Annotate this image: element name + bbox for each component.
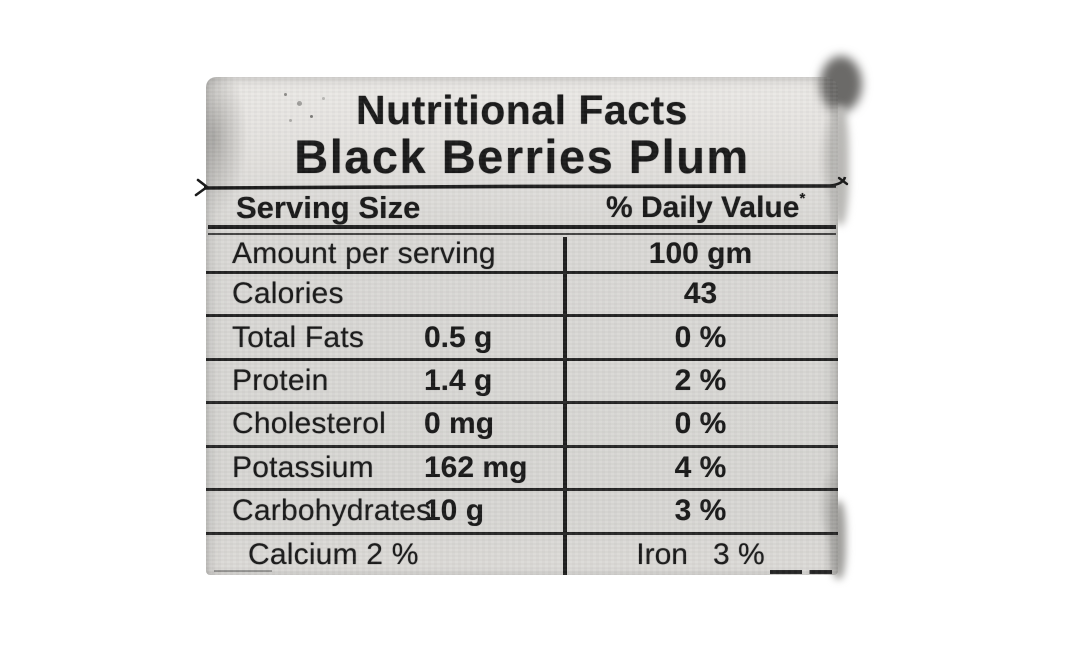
nutrient-amount: 1.4 g (424, 364, 493, 398)
nutrient-name: Amount per serving (232, 237, 496, 270)
nutrient-amount: 10 g (424, 494, 485, 528)
daily-value-cell: 0 % (674, 407, 727, 441)
nutrient-name: Carbohydrates (232, 494, 432, 528)
daily-value-cell: 43 (683, 277, 718, 311)
nutrient-name: Calories (232, 277, 344, 311)
photo-shadow-artifact (831, 105, 849, 225)
photo-shadow-artifact (820, 56, 862, 112)
faint-bottom-rule (214, 570, 272, 572)
daily-value-header-text: % Daily Value (606, 191, 800, 224)
daily-value-cell: 100 gm (648, 237, 753, 270)
nutrient-name: Cholesterol (232, 407, 386, 441)
serving-size-header: Serving Size (236, 190, 421, 225)
daily-value-header: % Daily Value* (606, 190, 805, 225)
nutrient-name: Potassium (232, 450, 374, 484)
daily-value-asterisk: * (799, 190, 806, 207)
label-title: Nutritional Facts (356, 87, 688, 133)
daily-value-cell: 4 % (674, 450, 727, 484)
daily-value-cell: 2 % (674, 364, 727, 398)
nutrient-amount: 0.5 g (424, 320, 493, 354)
table-row: Calories 43 (206, 274, 838, 318)
product-name: Black Berries Plum (294, 130, 750, 183)
table-row: Amount per serving 100 gm (206, 237, 838, 274)
daily-value-cell: 3 % (674, 494, 727, 528)
nutrient-amount: 162 mg (424, 450, 528, 484)
nutrient-amount: 0 mg (424, 407, 495, 441)
nutrition-table: Amount per serving 100 gm Calories 43 To… (206, 237, 838, 575)
nutrient-name: Protein (232, 364, 329, 398)
table-row: Cholesterol 0 mg 0 % (206, 404, 838, 448)
table-row: Potassium 162 mg 4 % (206, 448, 838, 492)
table-row: Carbohydrates 10 g 3 % (206, 491, 838, 535)
daily-value-cell: 0 % (674, 320, 727, 354)
nutrient-name: Calcium 2 % (248, 537, 419, 571)
header-divider-rule (208, 225, 836, 235)
nutrition-label-photo: Nutritional Facts Black Berries Plum Ser… (194, 56, 862, 579)
photo-speckle-artifact (284, 93, 287, 96)
nutrient-name: Total Fats (232, 320, 365, 354)
photo-shadow-artifact (831, 501, 846, 579)
hooked-rule-line (194, 176, 849, 197)
partial-bottom-rule (770, 570, 832, 574)
table-row: Protein 1.4 g 2 % (206, 361, 838, 405)
table-header-row: Serving Size % Daily Value* (206, 190, 838, 225)
label-title-block: Nutritional Facts Black Berries Plum (206, 77, 838, 180)
table-row: Calcium 2 % Iron 3 % (206, 535, 838, 575)
daily-value-cell: Iron 3 % (636, 537, 765, 571)
column-divider (563, 237, 567, 575)
table-row: Total Fats 0.5 g 0 % (206, 317, 838, 361)
